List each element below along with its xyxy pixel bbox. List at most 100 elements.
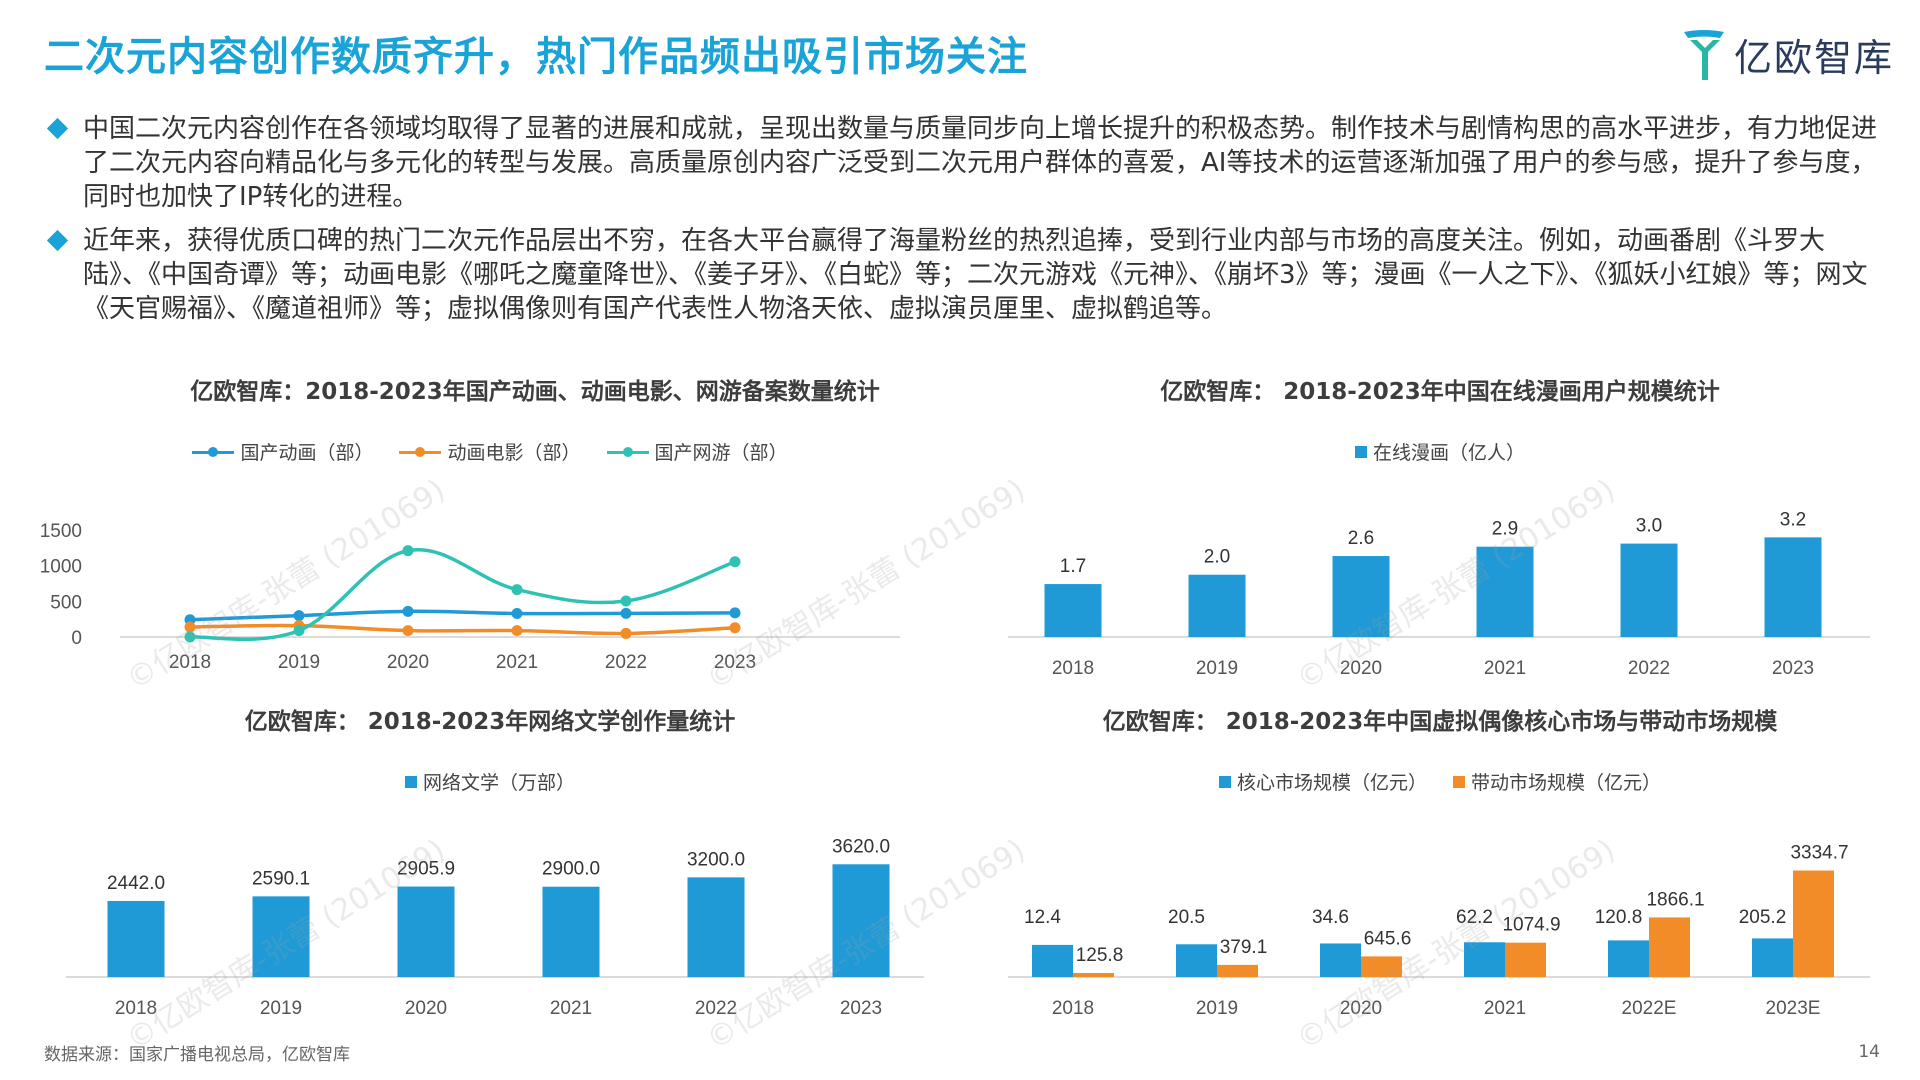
legend-swatch [1218,775,1231,788]
bar-chart-web-literature: 亿欧智库： 2018-2023年网络文学创作量统计 网络文学（万部） 2018 2… [40,702,940,1019]
x-tick-label: 2019 [278,652,320,673]
data-label: 1866.1 [1646,889,1704,910]
plot-area: 2018 1.7 2019 2.0 2020 2.6 2021 2.9 2022 3.0 2023 3… [1008,509,1870,679]
chart-plot: 2018 2442.0 2019 2590.1 2020 2905.9 2021 2900.0… [66,836,924,1019]
data-point [402,625,414,637]
chart-title: 亿欧智库：2018-2023年国产动画、动画电影、网游备案数量统计 [190,379,880,405]
y-tick-label: 500 [50,592,82,613]
data-label: 3.0 [1636,516,1662,537]
x-tick-label: 2023 [840,998,882,1019]
y-tick-label: 0 [71,628,82,649]
data-point [511,584,523,596]
x-tick-label: 2018 [1052,998,1094,1019]
data-point [620,607,632,619]
y-tick-label: 1000 [40,557,82,578]
bar [1620,543,1678,637]
data-point [184,631,196,643]
diamond-bullet-icon [46,117,69,140]
data-label: 2905.9 [397,859,455,880]
bar [1752,938,1793,977]
plot-area: 2018 2442.0 2019 2590.1 2020 2905.9 2021 2900.0… [66,836,924,1019]
legend-label: 网络文学（万部） [422,772,575,794]
bar [1073,972,1114,977]
bar [1032,944,1073,977]
chart-title: 亿欧智库： 2018-2023年网络文学创作量统计 [244,709,736,735]
data-label: 12.4 [1024,907,1061,928]
data-label: 2900.0 [542,859,600,880]
data-point [293,625,305,637]
bullet-item: 近年来，获得优质口碑的热门二次元作品层出不穷，在各大平台赢得了海量粉丝的热烈追捧… [44,224,1884,326]
data-label: 2442.0 [107,873,165,894]
data-label: 1074.9 [1502,915,1560,936]
data-label: 2.9 [1492,519,1518,540]
data-label: 205.2 [1739,907,1787,928]
page-title: 二次元内容创作数质齐升，热门作品频出吸引市场关注 [44,34,1028,80]
data-label: 2.0 [1204,547,1230,568]
legend-swatch [192,446,235,458]
chart-title: 亿欧智库： 2018-2023年中国虚拟偶像核心市场与带动市场规模 [1102,709,1778,735]
bar [1476,546,1534,637]
series-line [189,623,736,636]
chart-legend: 国产动画（部） 动画电影（部） 国产网游（部） [40,438,940,465]
x-tick-label: 2019 [260,998,302,1019]
bar [397,886,455,977]
data-point [729,556,741,568]
x-tick-label: 2022 [605,652,647,673]
line-chart-registrations: 亿欧智库：2018-2023年国产动画、动画电影、网游备案数量统计 国产动画（部… [40,372,940,673]
data-label: 2.6 [1348,528,1374,549]
bar [832,864,890,977]
x-tick-label: 2018 [115,998,157,1019]
data-label: 645.6 [1364,928,1412,949]
data-label: 2590.1 [252,868,310,889]
bar [1176,944,1217,977]
x-tick-label: 2020 [405,998,447,1019]
x-tick-label: 2018 [169,652,211,673]
data-label: 120.8 [1595,907,1643,928]
bar [1044,584,1102,637]
legend-label: 国产网游（部） [654,442,788,464]
data-label: 3334.7 [1790,843,1848,864]
x-tick-label: 2021 [1484,658,1526,679]
series-line [189,609,736,622]
x-tick-label: 2021 [1484,998,1526,1019]
page-number: 14 [1858,1042,1880,1062]
logo-mark-icon [1683,30,1724,80]
bar [1793,870,1834,977]
data-label: 125.8 [1076,945,1124,966]
bullet-list: 中国二次元内容创作在各领域均取得了显著的进展和成就，呈现出数量与质量同步向上增长… [44,112,1884,336]
legend-swatch [1354,445,1367,458]
series-line [189,547,736,642]
bar [107,900,165,977]
data-label: 379.1 [1220,937,1268,958]
legend-swatch [399,446,442,458]
data-point [511,607,523,619]
legend-item: 动画电影（部） [399,438,581,465]
legend-item: 核心市场规模（亿元） [1218,768,1427,795]
legend-item: 国产网游（部） [606,438,788,465]
data-point [293,610,305,622]
bar [1464,942,1505,977]
x-tick-label: 2021 [550,998,592,1019]
y-tick-label: 1500 [40,521,82,542]
bar [1188,574,1246,637]
chart-legend: 在线漫画（亿人） [1000,438,1880,465]
chart-legend: 网络文学（万部） [40,768,940,795]
legend-label: 在线漫画（亿人） [1372,442,1525,464]
x-tick-label: 2019 [1196,658,1238,679]
chart-plot: 2018 1.7 2019 2.0 2020 2.6 2021 2.9 2022 3.0 2023 3… [1008,509,1870,679]
x-tick-label: 2022 [695,998,737,1019]
bar [1649,917,1690,977]
legend-label: 动画电影（部） [447,442,581,464]
legend-swatch [606,446,649,458]
x-tick-label: 2023 [714,652,756,673]
legend-label: 核心市场规模（亿元） [1236,772,1427,794]
chart-title: 亿欧智库： 2018-2023年中国在线漫画用户规模统计 [1160,379,1720,405]
bar [1505,942,1546,977]
x-tick-label: 2020 [1340,998,1382,1019]
x-tick-label: 2018 [1052,658,1094,679]
bar [1320,943,1361,977]
data-label: 1.7 [1060,556,1086,577]
legend-item: 国产动画（部） [192,438,373,465]
data-label: 3620.0 [832,836,890,857]
data-source-note: 数据来源：国家广播电视总局，亿欧智库 [44,1045,350,1065]
